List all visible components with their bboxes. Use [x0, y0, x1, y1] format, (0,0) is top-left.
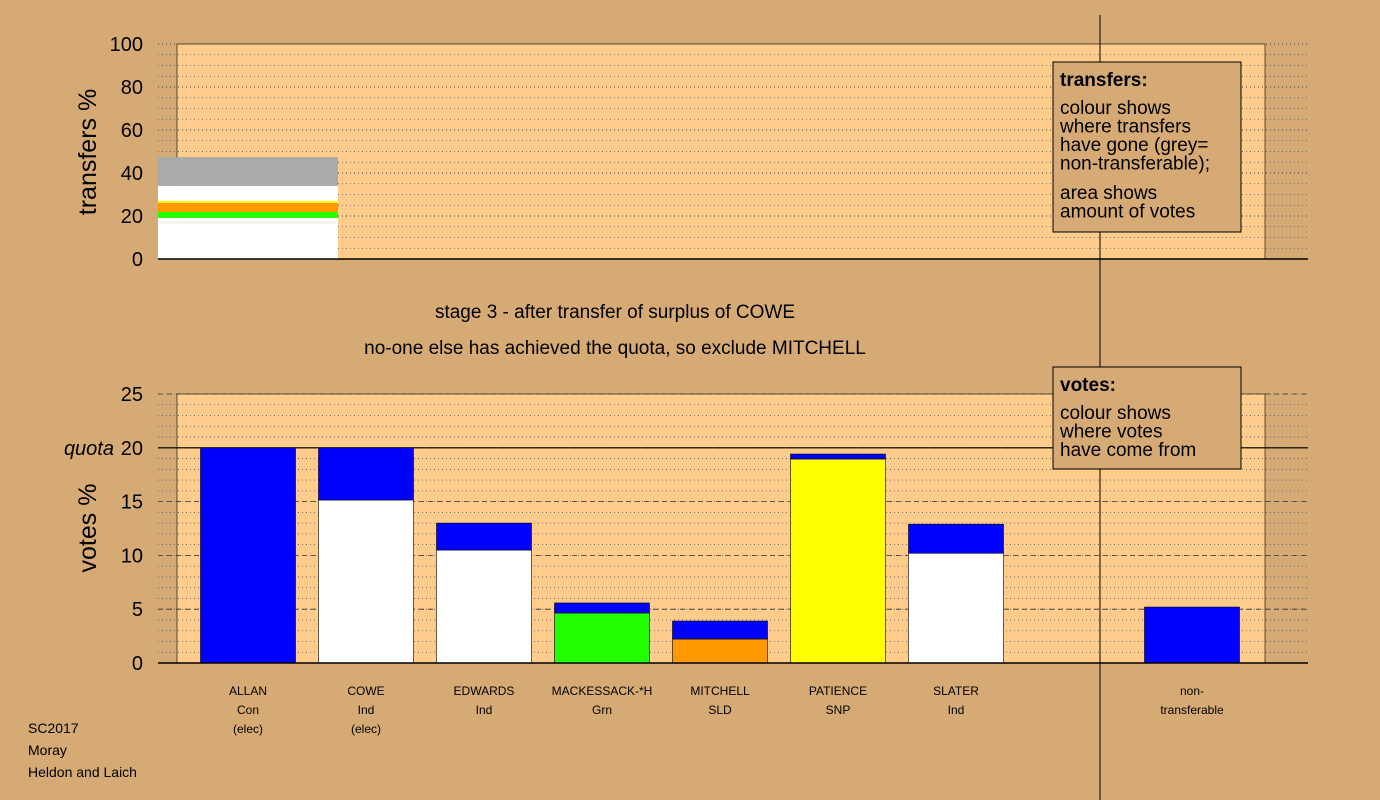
bar-segment — [318, 499, 414, 664]
y-tick-label: 100 — [110, 34, 143, 56]
footer-text: Moray — [28, 742, 67, 758]
x-tick-label: Ind — [476, 703, 493, 717]
info-box-title: votes: — [1060, 375, 1116, 396]
x-tick-label: transferable — [1160, 703, 1224, 717]
info-box — [1052, 366, 1242, 470]
x-tick-label: (elec) — [233, 722, 263, 736]
bar-segment — [436, 549, 532, 664]
y-tick-label: 20 — [121, 206, 143, 228]
info-box-text: amount of votes — [1060, 202, 1195, 223]
bar-segment — [672, 620, 768, 640]
x-tick-label: Ind — [948, 703, 965, 717]
y-tick-label: 25 — [121, 384, 143, 406]
info-box-text: have gone (grey= — [1060, 135, 1208, 156]
bar-segment — [908, 523, 1004, 554]
stage-text: no-one else has achieved the quota, so e… — [364, 338, 866, 359]
bar-segment — [790, 453, 886, 460]
info-box — [1052, 61, 1242, 233]
x-tick-label: COWE — [347, 684, 384, 698]
bar-segment — [436, 522, 532, 551]
info-box-text: non-transferable); — [1060, 154, 1210, 175]
bar-segment — [158, 185, 338, 201]
x-tick-label: Ind — [358, 703, 375, 717]
bar-segment — [318, 447, 414, 501]
y-tick-label: 40 — [121, 163, 143, 185]
y-tick-label: 0 — [132, 249, 143, 271]
y-axis-label: transfers % — [74, 89, 102, 215]
x-tick-label: MACKESSACK-*H — [552, 684, 653, 698]
x-tick-label: non- — [1180, 684, 1204, 698]
bar-segment — [908, 552, 1004, 664]
x-tick-label: (elec) — [351, 722, 381, 736]
x-tick-label: Grn — [592, 703, 612, 717]
bar-segment — [158, 157, 338, 186]
bar-segment — [158, 211, 338, 218]
quota-label: quota — [64, 438, 114, 460]
bar-segment — [554, 602, 650, 614]
y-tick-label: 15 — [121, 492, 143, 514]
y-tick-label: 10 — [121, 545, 143, 567]
info-box-title: transfers: — [1060, 70, 1148, 91]
x-tick-label: Con — [237, 703, 259, 717]
bar-segment — [200, 447, 296, 664]
bar-segment — [158, 200, 338, 203]
stage-text: stage 3 - after transfer of surplus of C… — [435, 302, 795, 323]
info-box-text: colour shows — [1060, 403, 1171, 424]
info-box-text: where transfers — [1059, 117, 1191, 138]
info-box-text: have come from — [1060, 440, 1196, 461]
y-tick-label: 80 — [121, 77, 143, 99]
x-tick-label: ALLAN — [229, 684, 267, 698]
x-tick-label: EDWARDS — [454, 684, 515, 698]
y-tick-label: 20 — [121, 438, 143, 460]
footer-text: Heldon and Laich — [28, 764, 137, 780]
bar-segment — [790, 458, 886, 664]
x-tick-label: SNP — [826, 703, 851, 717]
x-tick-label: PATIENCE — [809, 684, 867, 698]
bar-segment — [1144, 606, 1240, 664]
y-axis-label: votes % — [74, 484, 102, 573]
bar-segment — [672, 638, 768, 664]
info-box-text: colour shows — [1060, 98, 1171, 119]
footer-text: SC2017 — [28, 720, 79, 736]
x-tick-label: SLATER — [933, 684, 979, 698]
x-tick-label: MITCHELL — [690, 684, 750, 698]
info-box-text: where votes — [1059, 422, 1162, 443]
bar-segment — [158, 217, 338, 259]
bar-segment — [158, 202, 338, 212]
x-tick-label: SLD — [708, 703, 732, 717]
bar-segment — [554, 612, 650, 664]
y-tick-label: 0 — [132, 653, 143, 675]
y-tick-label: 5 — [132, 599, 143, 621]
info-box-text: area shows — [1060, 183, 1157, 204]
y-tick-label: 60 — [121, 120, 143, 142]
